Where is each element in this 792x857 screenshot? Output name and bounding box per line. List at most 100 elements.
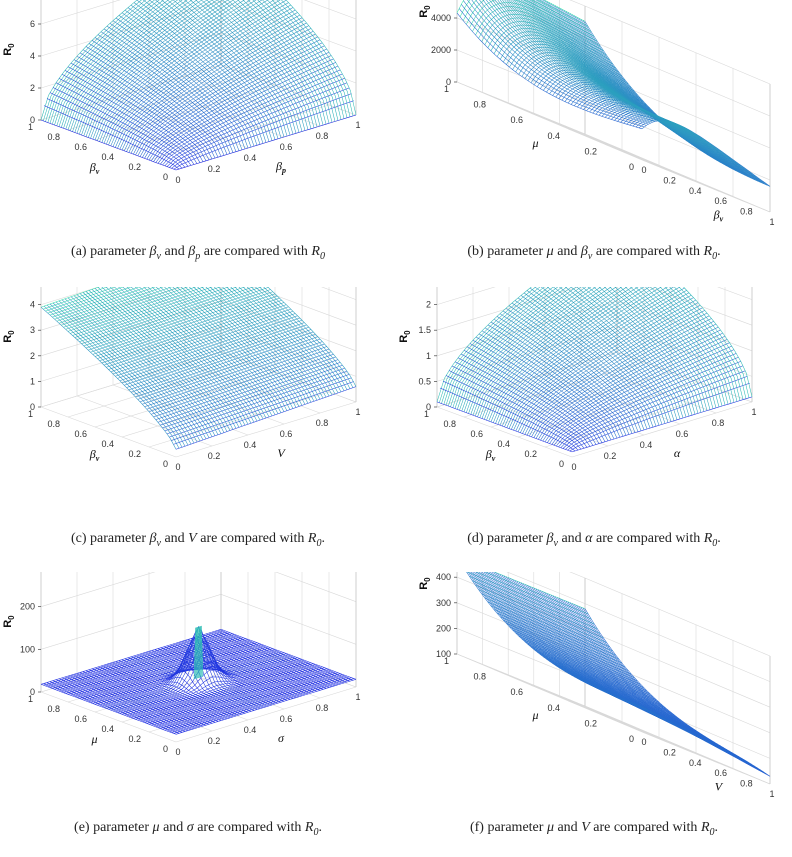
- x-tick-label: 0: [641, 165, 646, 175]
- caption-c: (c) parameter βv and V are compared with…: [0, 531, 396, 549]
- x-tick-label: 0.2: [663, 747, 676, 757]
- z-axis-label: R0: [398, 330, 412, 343]
- chart-panel-d: 00.511.522.5×10⁵R000.20.40.60.81βv00.20.…: [396, 287, 792, 572]
- y-tick-label: 0.6: [510, 687, 523, 697]
- z-tick-label: 2: [30, 83, 35, 93]
- x-tick-label: 0: [175, 462, 180, 472]
- x-tick-label: 0.4: [244, 440, 257, 450]
- y-tick-label: 1: [28, 694, 33, 704]
- caption-b: (b) parameter μ and βv are compared with…: [396, 244, 792, 262]
- y-tick-label: 0.8: [443, 419, 456, 429]
- y-tick-label: 0.8: [47, 419, 60, 429]
- x-tick-label: 0.6: [715, 196, 728, 206]
- z-tick-label: 6: [30, 19, 35, 29]
- y-tick-label: 0.6: [510, 115, 523, 125]
- y-tick-label: 0: [559, 459, 564, 469]
- y-tick-label: 0.2: [128, 162, 141, 172]
- x-tick-label: 0.8: [316, 703, 329, 713]
- y-tick-label: 0.8: [473, 672, 486, 682]
- x-axis-label: βv: [713, 208, 724, 224]
- y-tick-label: 1: [28, 122, 33, 132]
- x-tick-label: 1: [769, 789, 774, 799]
- x-tick-label: 0.4: [640, 440, 653, 450]
- surface-plot-e: 0100200300R000.20.40.60.81μ00.20.40.60.8…: [0, 572, 396, 812]
- x-tick-label: 0: [571, 462, 576, 472]
- y-axis-label: μ: [90, 732, 97, 746]
- z-axis-label: R0: [418, 5, 432, 18]
- x-tick-label: 0.2: [663, 175, 676, 185]
- x-tick-label: 0.4: [244, 725, 257, 735]
- caption-e: (e) parameter μ and σ are compared with …: [0, 820, 396, 838]
- y-tick-label: 0.2: [524, 449, 537, 459]
- caption-d: (d) parameter βv and α are compared with…: [396, 531, 792, 549]
- x-tick-label: 0.8: [712, 418, 725, 428]
- x-tick-label: 0.6: [280, 429, 293, 439]
- x-tick-label: 0.8: [740, 779, 753, 789]
- surface-mesh-d: [437, 287, 752, 452]
- x-tick-label: 0.6: [676, 429, 689, 439]
- y-tick-label: 0.8: [47, 704, 60, 714]
- z-tick-label: 2: [426, 300, 431, 310]
- x-tick-label: 0.8: [316, 418, 329, 428]
- surface-plot-b: 02000400060008000R000.20.40.60.81μ00.20.…: [396, 0, 792, 240]
- x-tick-label: 0.4: [689, 758, 702, 768]
- z-tick-label: 300: [436, 598, 451, 608]
- z-tick-label: 1: [30, 376, 35, 386]
- surface-mesh-b: [457, 0, 770, 186]
- x-axis-label: V: [277, 446, 286, 460]
- z-axis-label: R0: [2, 615, 16, 628]
- y-tick-label: 0.2: [128, 734, 141, 744]
- y-tick-label: 0: [629, 162, 634, 172]
- z-tick-label: 3: [30, 325, 35, 335]
- z-tick-label: 4000: [431, 13, 451, 23]
- z-tick-label: 200: [436, 623, 451, 633]
- y-tick-label: 1: [28, 409, 33, 419]
- y-tick-label: 0.8: [473, 100, 486, 110]
- x-tick-label: 0.8: [740, 207, 753, 217]
- x-tick-label: 0.2: [208, 451, 221, 461]
- surface-plot-d: 00.511.522.5×10⁵R000.20.40.60.81βv00.20.…: [396, 287, 792, 527]
- x-tick-label: 0.4: [244, 153, 257, 163]
- y-axis-label: βv: [485, 447, 496, 463]
- z-axis-label: R0: [418, 577, 432, 590]
- chart-panel-b: 02000400060008000R000.20.40.60.81μ00.20.…: [396, 0, 792, 285]
- z-axis-label: R0: [2, 330, 16, 343]
- x-tick-label: 0: [175, 747, 180, 757]
- caption-a: (a) parameter βv and βp are compared wit…: [0, 244, 396, 262]
- chart-panel-f: 100200300400500600R000.20.40.60.81μ00.20…: [396, 572, 792, 857]
- y-tick-label: 0: [163, 744, 168, 754]
- y-tick-label: 0.4: [547, 131, 560, 141]
- z-tick-label: 400: [436, 572, 451, 582]
- z-axis-label: R0: [2, 43, 16, 56]
- z-tick-label: 4: [30, 300, 35, 310]
- y-axis-label: βv: [89, 160, 100, 176]
- x-tick-label: 0.4: [689, 186, 702, 196]
- y-tick-label: 0.4: [547, 703, 560, 713]
- y-axis-label: βv: [89, 447, 100, 463]
- y-tick-label: 0: [629, 734, 634, 744]
- chart-panel-e: 0100200300R000.20.40.60.81μ00.20.40.60.8…: [0, 572, 396, 857]
- x-tick-label: 1: [769, 217, 774, 227]
- x-axis-label: σ: [278, 731, 285, 745]
- x-tick-label: 0.2: [208, 164, 221, 174]
- caption-f: (f) parameter μ and V are compared with …: [396, 820, 792, 838]
- y-tick-label: 0.4: [101, 439, 114, 449]
- x-axis-label: βp: [275, 159, 286, 175]
- y-axis-label: μ: [531, 708, 538, 722]
- y-tick-label: 0.2: [584, 718, 597, 728]
- y-tick-label: 0: [163, 172, 168, 182]
- x-axis-label: α: [674, 446, 681, 460]
- z-tick-label: 2: [30, 351, 35, 361]
- x-tick-label: 0: [641, 737, 646, 747]
- z-tick-label: 4: [30, 51, 35, 61]
- chart-panel-c: 012345×10⁴R000.20.40.60.81βv00.20.40.60.…: [0, 287, 396, 572]
- x-tick-label: 0.6: [280, 142, 293, 152]
- chart-panel-a: 02468×10⁵R000.20.40.60.81βv00.20.40.60.8…: [0, 0, 396, 285]
- y-tick-label: 0.6: [74, 142, 87, 152]
- y-tick-label: 1: [444, 656, 449, 666]
- x-tick-label: 0.2: [208, 736, 221, 746]
- y-axis-label: μ: [531, 136, 538, 150]
- z-tick-label: 200: [20, 602, 35, 612]
- x-tick-label: 0.6: [280, 714, 293, 724]
- x-tick-label: 0.2: [604, 451, 617, 461]
